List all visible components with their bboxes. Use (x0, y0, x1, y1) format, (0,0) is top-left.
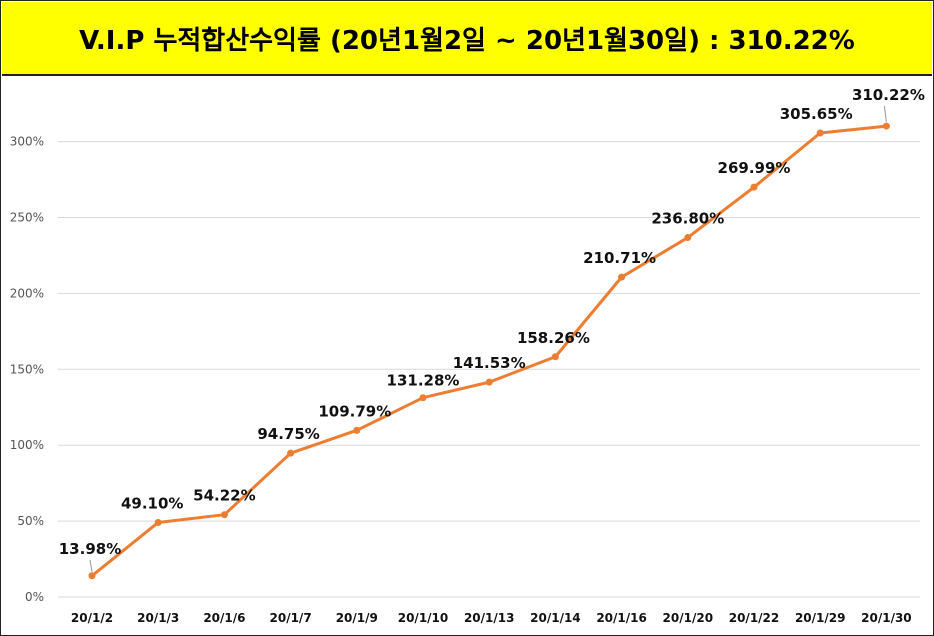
data-point (154, 518, 162, 526)
x-tick-label: 20/1/30 (861, 611, 912, 625)
x-tick-label: 20/1/3 (137, 611, 179, 625)
x-tick-label: 20/1/10 (398, 611, 449, 625)
data-labels: 13.98% 49.10% 54.22% 94.75% 109.79% 131.28%14… (59, 86, 925, 572)
data-point (816, 129, 824, 137)
series-line (90, 124, 888, 578)
data-label: 94.75% (257, 425, 319, 443)
data-label: 131.28% (387, 372, 460, 390)
y-tick-label: 100% (10, 438, 44, 452)
data-point (551, 353, 559, 361)
x-axis-ticks: 20/1/2 20/1/3 20/1/6 20/1/7 20/1/9 20/1/10 20/… (71, 611, 912, 625)
data-label: 269.99% (718, 159, 791, 177)
data-label: 54.22% (193, 487, 255, 505)
series-polyline (90, 124, 888, 578)
x-tick-label: 20/1/16 (596, 611, 647, 625)
x-tick-label: 20/1/6 (203, 611, 245, 625)
y-tick-label: 200% (10, 286, 44, 300)
y-axis-ticks: 0% 50% 100% 150% 200% 250% 300% (10, 135, 44, 604)
x-tick-label: 20/1/2 (71, 611, 113, 625)
y-tick-label: 50% (17, 514, 44, 528)
data-label: 49.10% (121, 494, 183, 512)
data-point (750, 183, 758, 191)
series-points (88, 122, 890, 580)
x-tick-label: 20/1/20 (663, 611, 714, 625)
data-label: 13.98% (59, 540, 121, 558)
data-label: 109.79% (318, 402, 391, 420)
gridlines (58, 141, 920, 598)
x-tick-label: 20/1/22 (729, 611, 780, 625)
x-tick-label: 20/1/14 (530, 611, 581, 625)
y-tick-label: 250% (10, 211, 44, 225)
x-tick-label: 20/1/29 (795, 611, 846, 625)
data-point (882, 122, 890, 130)
y-tick-label: 0% (25, 590, 44, 604)
y-tick-label: 150% (10, 362, 44, 376)
x-tick-label: 20/1/9 (336, 611, 378, 625)
data-point (353, 426, 361, 434)
leader-line (883, 106, 887, 123)
y-tick-label: 300% (10, 135, 44, 149)
data-label: 310.22% (852, 86, 925, 104)
data-point (287, 449, 295, 457)
data-point (88, 572, 96, 580)
data-label: 210.71% (583, 249, 656, 267)
chart-title: V.I.P 누적합산수익률 (20년1월2일 ~ 20년1월30일) : 310… (79, 25, 855, 56)
data-point (485, 378, 493, 386)
data-point (220, 511, 228, 519)
data-label: 158.26% (517, 329, 590, 347)
data-point (419, 394, 427, 402)
data-label: 141.53% (453, 354, 526, 372)
x-tick-label: 20/1/13 (464, 611, 515, 625)
data-point (618, 273, 626, 281)
title-bar: V.I.P 누적합산수익률 (20년1월2일 ~ 20년1월30일) : 310… (2, 2, 932, 76)
leader-line (89, 559, 93, 572)
data-label: 236.80% (651, 210, 724, 228)
data-point (684, 234, 692, 242)
x-tick-label: 20/1/7 (270, 611, 312, 625)
data-label: 305.65% (780, 105, 853, 123)
